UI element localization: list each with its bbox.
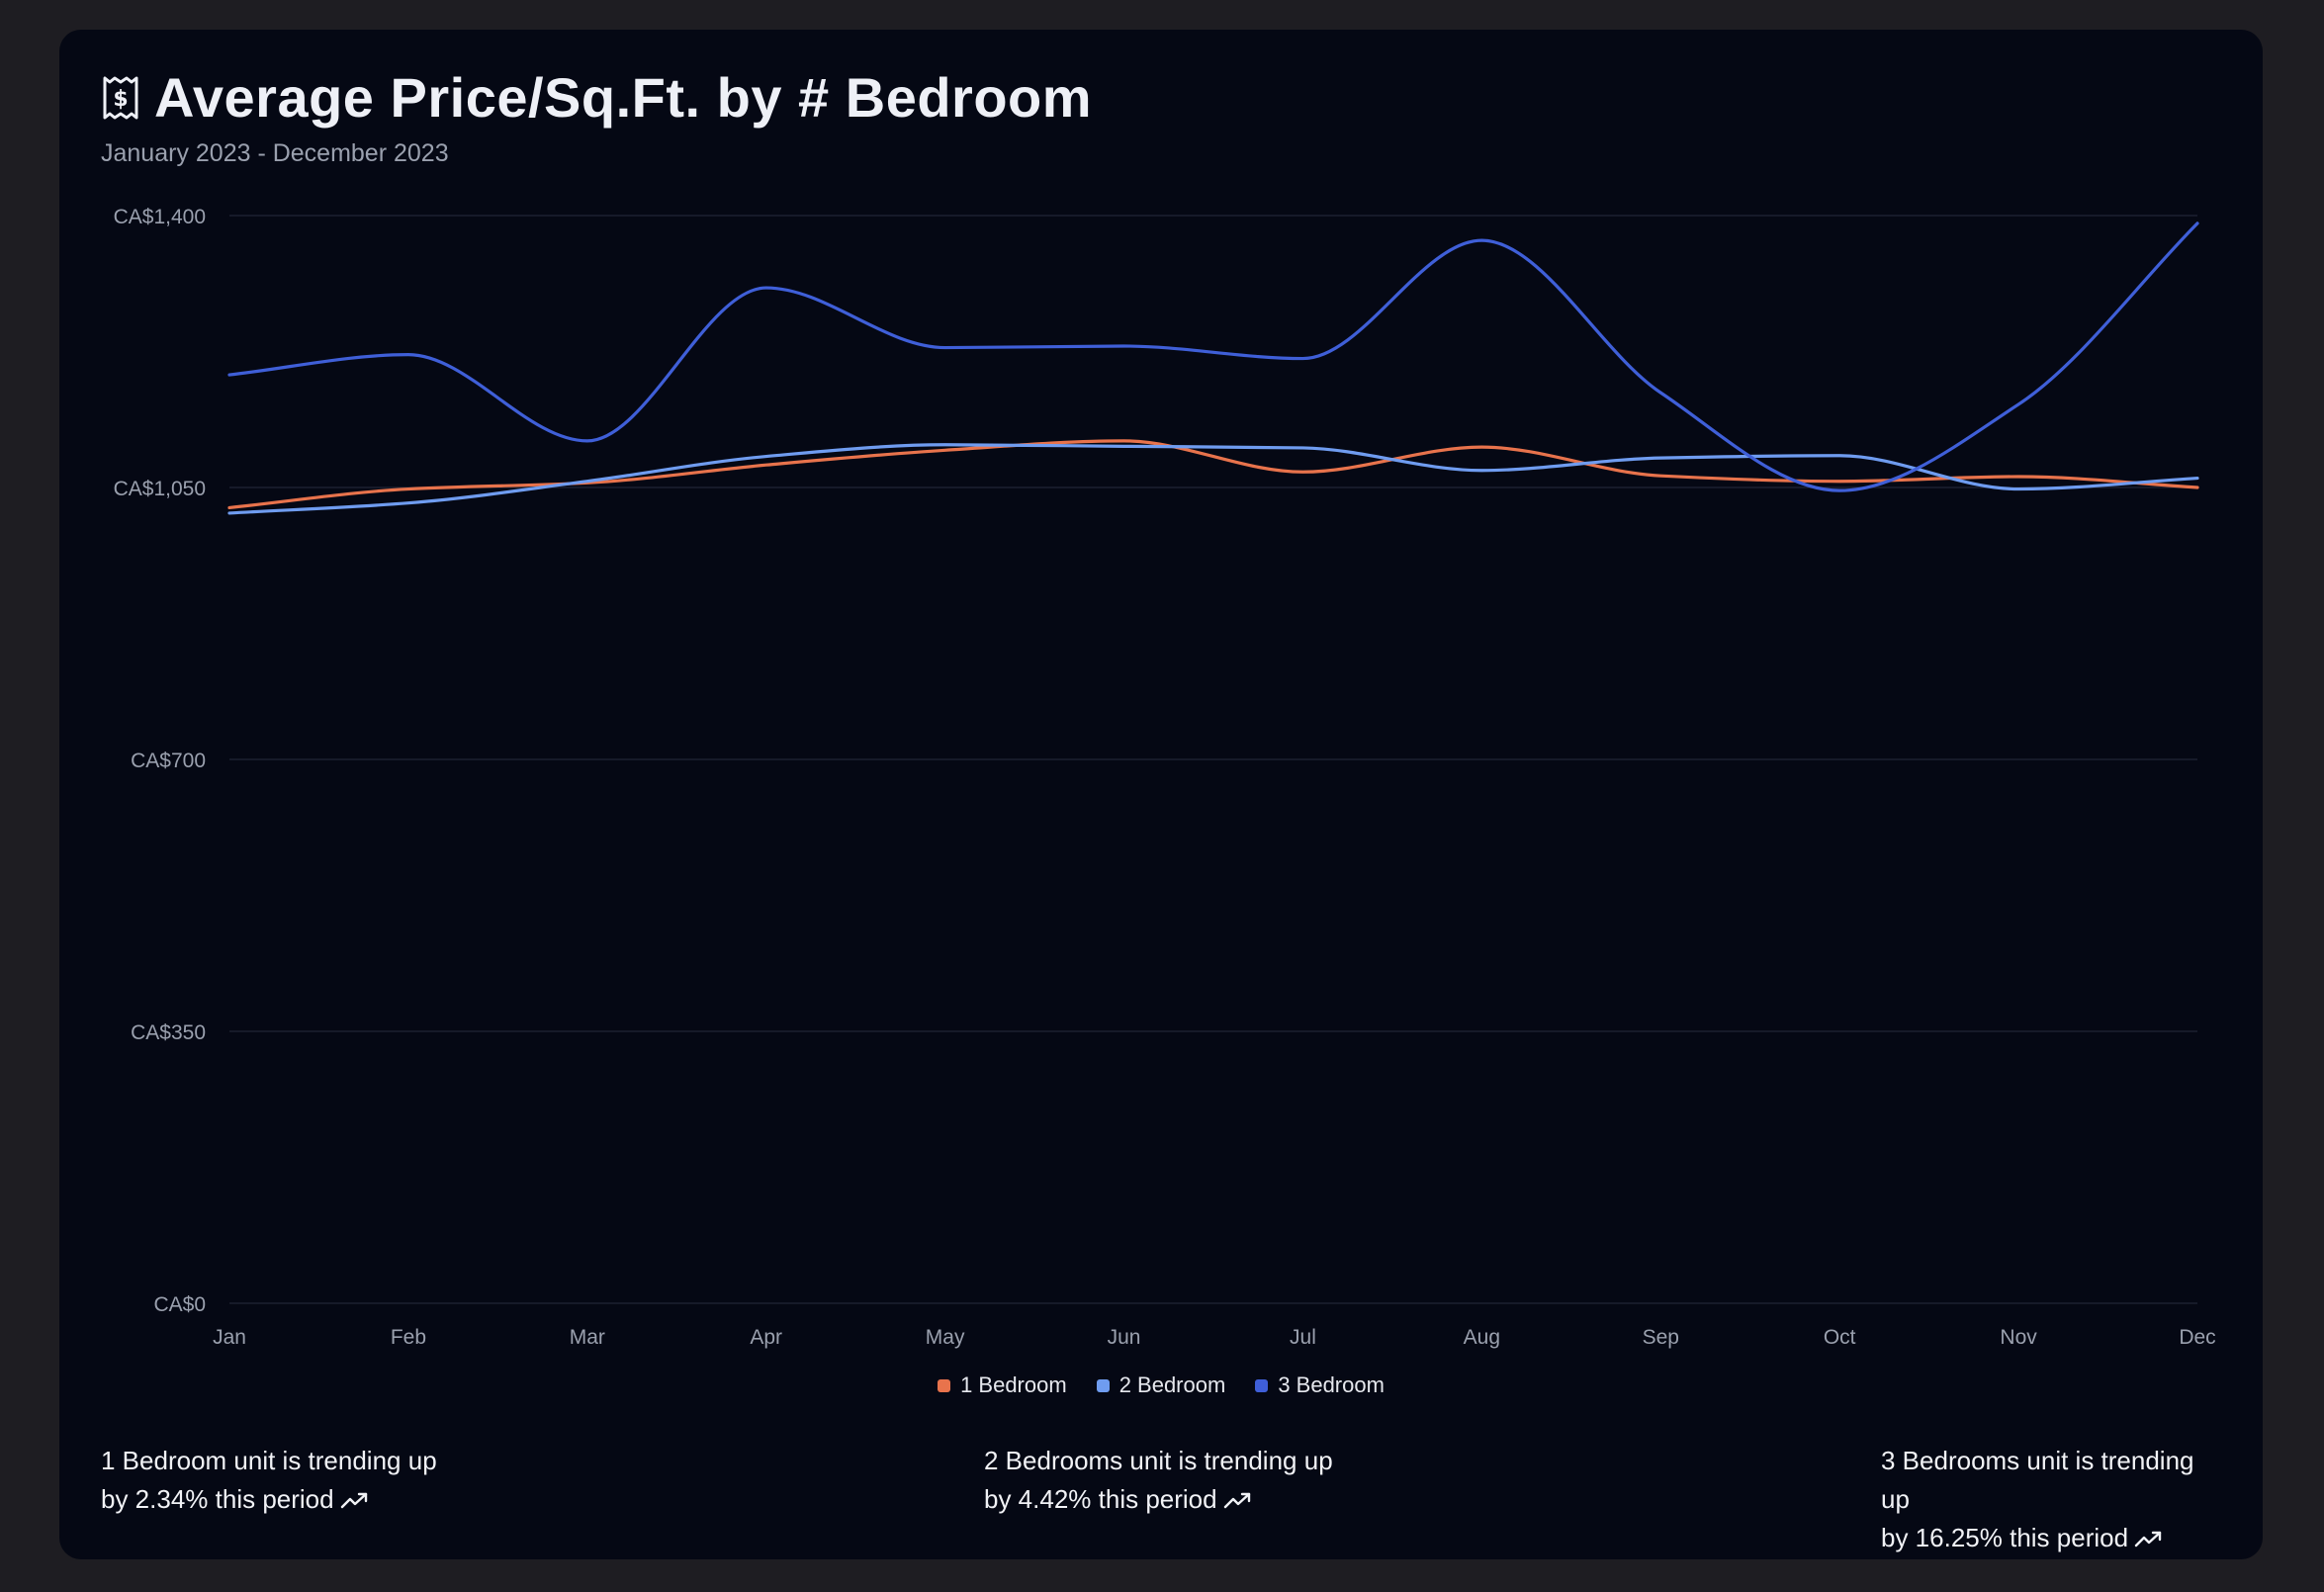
y-tick-label: CA$350 bbox=[131, 1021, 206, 1044]
chart-subtitle: January 2023 - December 2023 bbox=[101, 139, 449, 167]
series-line-3 bbox=[227, 221, 2199, 492]
chart-legend: 1 Bedroom 2 Bedroom 3 Bedroom bbox=[59, 1372, 2263, 1398]
trend-3-bedroom: 3 Bedrooms unit is trending up by 16.25%… bbox=[1881, 1442, 2223, 1559]
x-tick-label: Apr bbox=[750, 1326, 782, 1349]
trend-text-line1: 1 Bedroom unit is trending up bbox=[101, 1446, 437, 1475]
trend-text-line1: 2 Bedrooms unit is trending up bbox=[984, 1446, 1333, 1475]
trending-up-icon bbox=[2134, 1521, 2164, 1559]
trend-text-line2: by 4.42% this period bbox=[984, 1484, 1217, 1514]
legend-swatch bbox=[938, 1378, 951, 1392]
trend-summary: 1 Bedroom unit is trending up by 2.34% t… bbox=[101, 1442, 2223, 1552]
legend-item[interactable]: 2 Bedroom bbox=[1096, 1372, 1226, 1398]
legend-swatch bbox=[1255, 1378, 1269, 1392]
x-tick-label: Dec bbox=[2179, 1326, 2215, 1349]
legend-label: 2 Bedroom bbox=[1118, 1372, 1226, 1397]
x-tick-label: Feb bbox=[391, 1326, 426, 1349]
legend-swatch bbox=[1096, 1378, 1110, 1392]
trend-text-line2: by 2.34% this period bbox=[101, 1484, 334, 1514]
legend-label: 3 Bedroom bbox=[1278, 1372, 1385, 1397]
y-tick-label: CA$700 bbox=[131, 750, 206, 772]
x-tick-label: Aug bbox=[1464, 1326, 1500, 1349]
x-tick-label: Oct bbox=[1824, 1326, 1856, 1349]
line-chart: CA$0 CA$350 CA$700 CA$1,050 CA$1,400 Jan Feb Ma… bbox=[114, 206, 2216, 1349]
x-tick-label: Mar bbox=[570, 1326, 605, 1349]
trend-text-line1: 3 Bedrooms unit is trending up bbox=[1881, 1446, 2194, 1514]
y-tick-label: CA$0 bbox=[153, 1293, 206, 1316]
x-tick-label: Jun bbox=[1108, 1326, 1141, 1349]
chart-title: Average Price/Sq.Ft. by # Bedroom bbox=[154, 66, 1093, 129]
y-tick-label: CA$1,050 bbox=[114, 478, 206, 500]
title-row: $ Average Price/Sq.Ft. by # Bedroom bbox=[101, 65, 1092, 130]
legend-item[interactable]: 1 Bedroom bbox=[938, 1372, 1067, 1398]
chart-card: $ Average Price/Sq.Ft. by # Bedroom Janu… bbox=[59, 30, 2263, 1559]
x-tick-label: Jan bbox=[213, 1326, 246, 1349]
legend-item[interactable]: 3 Bedroom bbox=[1255, 1372, 1385, 1398]
trend-text-line2: by 16.25% this period bbox=[1881, 1523, 2129, 1552]
svg-text:$: $ bbox=[113, 87, 128, 112]
trend-1-bedroom: 1 Bedroom unit is trending up by 2.34% t… bbox=[101, 1442, 437, 1521]
receipt-dollar-icon: $ bbox=[101, 75, 140, 121]
chart-header: $ Average Price/Sq.Ft. by # Bedroom Janu… bbox=[101, 65, 1092, 168]
x-tick-label: Nov bbox=[2000, 1326, 2037, 1349]
trending-up-icon bbox=[340, 1482, 370, 1521]
x-tick-label: Sep bbox=[1643, 1326, 1679, 1349]
x-tick-label: May bbox=[926, 1326, 965, 1349]
x-tick-label: Jul bbox=[1290, 1326, 1316, 1349]
y-tick-label: CA$1,400 bbox=[114, 206, 206, 228]
trending-up-icon bbox=[1223, 1482, 1253, 1521]
series-line-2 bbox=[227, 443, 2199, 515]
legend-label: 1 Bedroom bbox=[960, 1372, 1067, 1397]
trend-2-bedroom: 2 Bedrooms unit is trending up by 4.42% … bbox=[984, 1442, 1333, 1521]
